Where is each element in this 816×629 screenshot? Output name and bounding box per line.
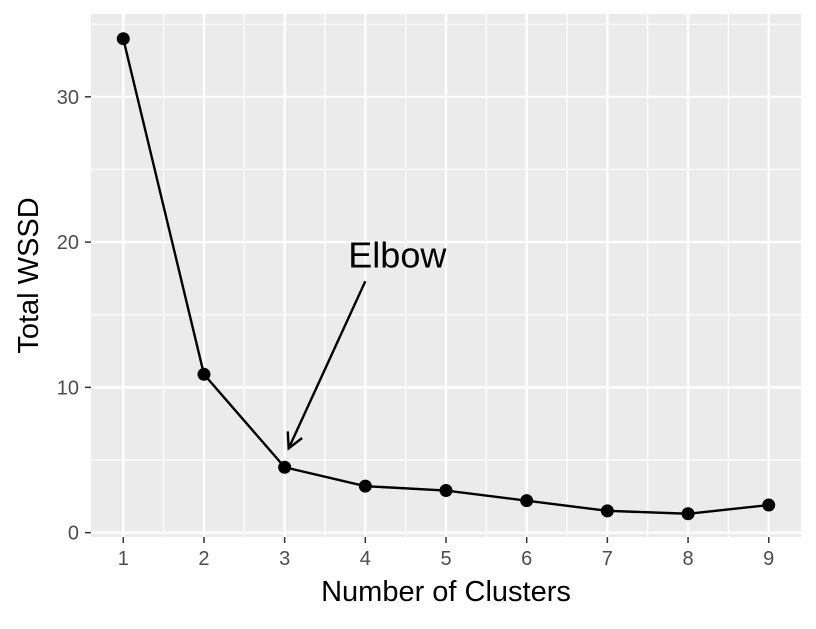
x-tick-label: 2 <box>198 548 209 570</box>
y-tick-label: 10 <box>57 377 79 399</box>
data-point <box>600 504 614 518</box>
data-point <box>358 479 372 493</box>
annotation-group: Elbow <box>286 234 447 451</box>
grid-lines <box>91 14 801 537</box>
data-point <box>762 498 776 512</box>
data-series <box>116 32 776 521</box>
data-point <box>681 507 695 521</box>
annotation-arrow-head <box>286 431 303 451</box>
x-tick-label: 1 <box>118 548 129 570</box>
x-tick-label: 6 <box>521 548 532 570</box>
y-tick-label: 30 <box>57 87 79 109</box>
y-axis-title: Total WSSD <box>13 197 45 353</box>
x-tick-label: 4 <box>360 548 371 570</box>
x-tick-label: 5 <box>440 548 451 570</box>
data-point <box>278 460 292 474</box>
x-axis-title: Number of Clusters <box>321 576 571 608</box>
x-tick-label: 7 <box>602 548 613 570</box>
data-point <box>116 32 130 46</box>
data-point <box>520 494 534 508</box>
x-tick-label: 3 <box>279 548 290 570</box>
axes: 0 10 20 30 1 2 3 4 5 6 7 8 9 <box>57 87 775 570</box>
annotation-label: Elbow <box>348 234 447 275</box>
x-tick-label: 9 <box>763 548 774 570</box>
data-point <box>197 367 211 381</box>
y-tick-label: 0 <box>68 523 79 545</box>
x-tick-label: 8 <box>682 548 693 570</box>
annotation-arrow-shaft <box>287 280 367 449</box>
y-tick-label: 20 <box>57 232 79 254</box>
data-point <box>439 484 453 498</box>
